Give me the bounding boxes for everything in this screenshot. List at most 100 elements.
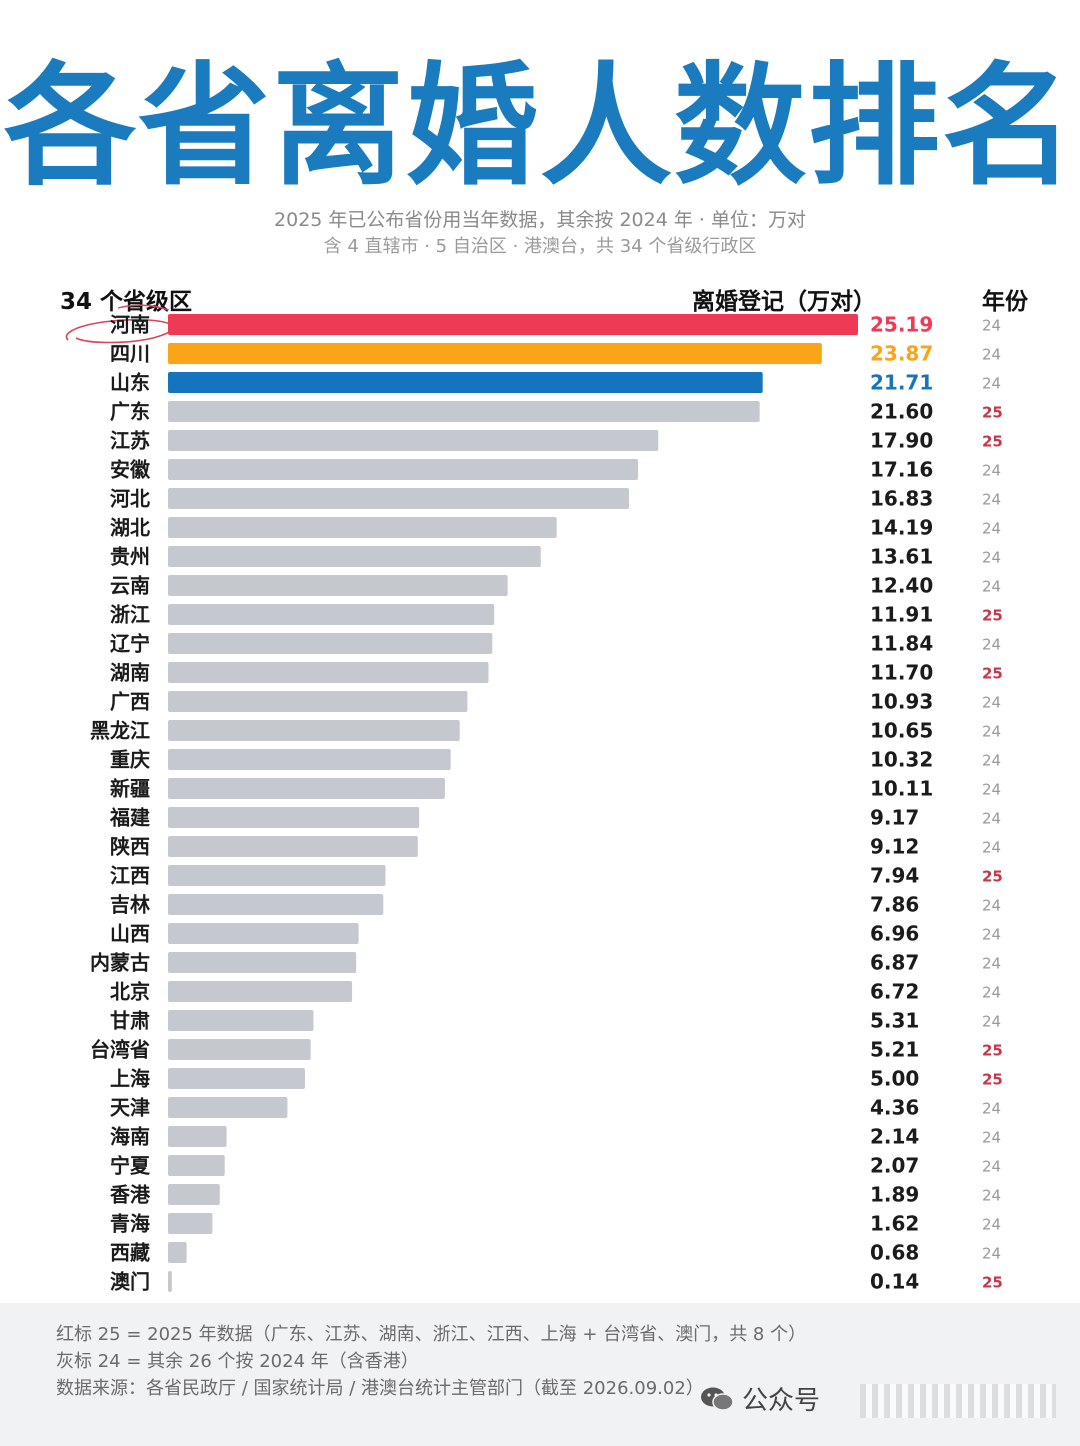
- bar: [168, 749, 451, 770]
- value-label: 17.16: [870, 458, 933, 482]
- wechat-icon: [701, 1387, 734, 1411]
- category-label: 四川: [110, 342, 150, 366]
- category-label: 贵州: [110, 545, 150, 569]
- year-badge: 24: [982, 694, 1001, 712]
- bar: [168, 894, 384, 915]
- year-badge: 24: [982, 1216, 1001, 1234]
- year-badge: 24: [982, 1013, 1001, 1031]
- value-label: 2.07: [870, 1154, 919, 1178]
- category-label: 安徽: [110, 458, 151, 482]
- year-badge: 24: [982, 1100, 1001, 1118]
- bar: [168, 923, 359, 944]
- bar: [168, 778, 445, 799]
- bar: [168, 691, 468, 712]
- value-label: 5.21: [870, 1038, 919, 1062]
- year-badge: 25: [982, 433, 1003, 451]
- bar: [168, 1126, 227, 1147]
- year-badge: 24: [982, 1245, 1001, 1263]
- bar: [168, 1068, 305, 1089]
- category-label: 澳门: [110, 1270, 150, 1294]
- category-label: 湖南: [110, 661, 150, 685]
- category-label: 吉林: [110, 893, 150, 917]
- year-badge: 25: [982, 607, 1003, 625]
- bar: [168, 633, 493, 654]
- year-badge: 24: [982, 926, 1001, 944]
- category-label: 上海: [110, 1067, 150, 1091]
- category-label: 宁夏: [110, 1154, 151, 1178]
- category-label: 山东: [110, 371, 150, 395]
- value-label: 1.62: [870, 1212, 919, 1236]
- year-badge: 24: [982, 636, 1001, 654]
- bar: [168, 488, 630, 509]
- column-header-region: 34 个省级区: [60, 289, 193, 315]
- value-label: 10.65: [870, 719, 933, 743]
- bar: [168, 372, 763, 393]
- value-label: 23.87: [870, 342, 933, 366]
- category-label: 河南: [110, 313, 150, 337]
- value-label: 11.84: [870, 632, 933, 656]
- value-label: 9.12: [870, 835, 919, 859]
- category-label: 青海: [110, 1212, 150, 1236]
- value-label: 10.93: [870, 690, 933, 714]
- category-label: 江苏: [110, 429, 150, 453]
- bar: [168, 517, 557, 538]
- watermark-account-name: [860, 1384, 1056, 1418]
- value-label: 5.00: [870, 1067, 919, 1091]
- year-badge: 24: [982, 578, 1001, 596]
- category-label: 内蒙古: [90, 951, 150, 975]
- bar-chart: 河南 25.19 24 四川 23.87 24 山东 21.71 24 广东 21.60 25 江苏 17…: [90, 313, 1003, 1294]
- value-label: 12.40: [870, 574, 933, 598]
- subtitle-scope: 含 4 直辖市 · 5 自治区 · 港澳台，共 34 个省级行政区: [323, 236, 757, 257]
- bar: [168, 575, 508, 596]
- bar: [168, 1155, 225, 1176]
- bar: [168, 1097, 288, 1118]
- year-badge: 24: [982, 752, 1001, 770]
- category-label: 河北: [110, 487, 150, 511]
- value-label: 9.17: [870, 806, 919, 830]
- bar: [168, 1271, 172, 1292]
- bar: [168, 1242, 187, 1263]
- bar: [168, 343, 822, 364]
- year-badge: 25: [982, 1071, 1003, 1089]
- value-label: 11.70: [870, 661, 933, 685]
- year-badge: 25: [982, 868, 1003, 886]
- year-badge: 24: [982, 1187, 1001, 1205]
- value-label: 6.87: [870, 951, 919, 975]
- value-label: 6.72: [870, 980, 919, 1004]
- year-badge: 24: [982, 317, 1001, 335]
- column-header-value: 离婚登记（万对）: [692, 289, 876, 315]
- year-badge: 25: [982, 1274, 1003, 1292]
- year-badge: 25: [982, 1042, 1003, 1060]
- column-header-year: 年份: [982, 289, 1028, 315]
- bar: [168, 981, 353, 1002]
- category-label: 陕西: [110, 835, 150, 859]
- value-label: 13.61: [870, 545, 933, 569]
- category-label: 北京: [110, 980, 150, 1004]
- page-title: 各省离婚人数排名: [4, 50, 1076, 204]
- bar: [168, 865, 386, 886]
- footer-note-gray: 灰标 24 = 其余 26 个按 2024 年（含香港）: [56, 1351, 419, 1372]
- value-label: 21.71: [870, 371, 933, 395]
- value-label: 7.86: [870, 893, 919, 917]
- value-label: 0.68: [870, 1241, 919, 1265]
- category-label: 香港: [110, 1183, 151, 1207]
- bar: [168, 1010, 314, 1031]
- category-label: 云南: [110, 574, 150, 598]
- value-label: 7.94: [870, 864, 919, 888]
- footer-notes: [0, 1303, 1080, 1446]
- year-badge: 24: [982, 723, 1001, 741]
- category-label: 黑龙江: [90, 719, 150, 743]
- footer-note-red: 红标 25 = 2025 年数据（广东、江苏、湖南、浙江、江西、上海 + 台湾省…: [56, 1324, 807, 1345]
- category-label: 江西: [110, 864, 150, 888]
- category-label: 甘肃: [110, 1009, 150, 1033]
- value-label: 10.32: [870, 748, 933, 772]
- bar: [168, 314, 858, 335]
- bar: [168, 1039, 311, 1060]
- value-label: 14.19: [870, 516, 933, 540]
- value-label: 16.83: [870, 487, 933, 511]
- subtitle: 2025 年已公布省份用当年数据，其余按 2024 年 · 单位：万对: [274, 209, 806, 231]
- bar: [168, 604, 495, 625]
- bar: [168, 662, 489, 683]
- value-label: 21.60: [870, 400, 933, 424]
- category-label: 浙江: [110, 603, 150, 627]
